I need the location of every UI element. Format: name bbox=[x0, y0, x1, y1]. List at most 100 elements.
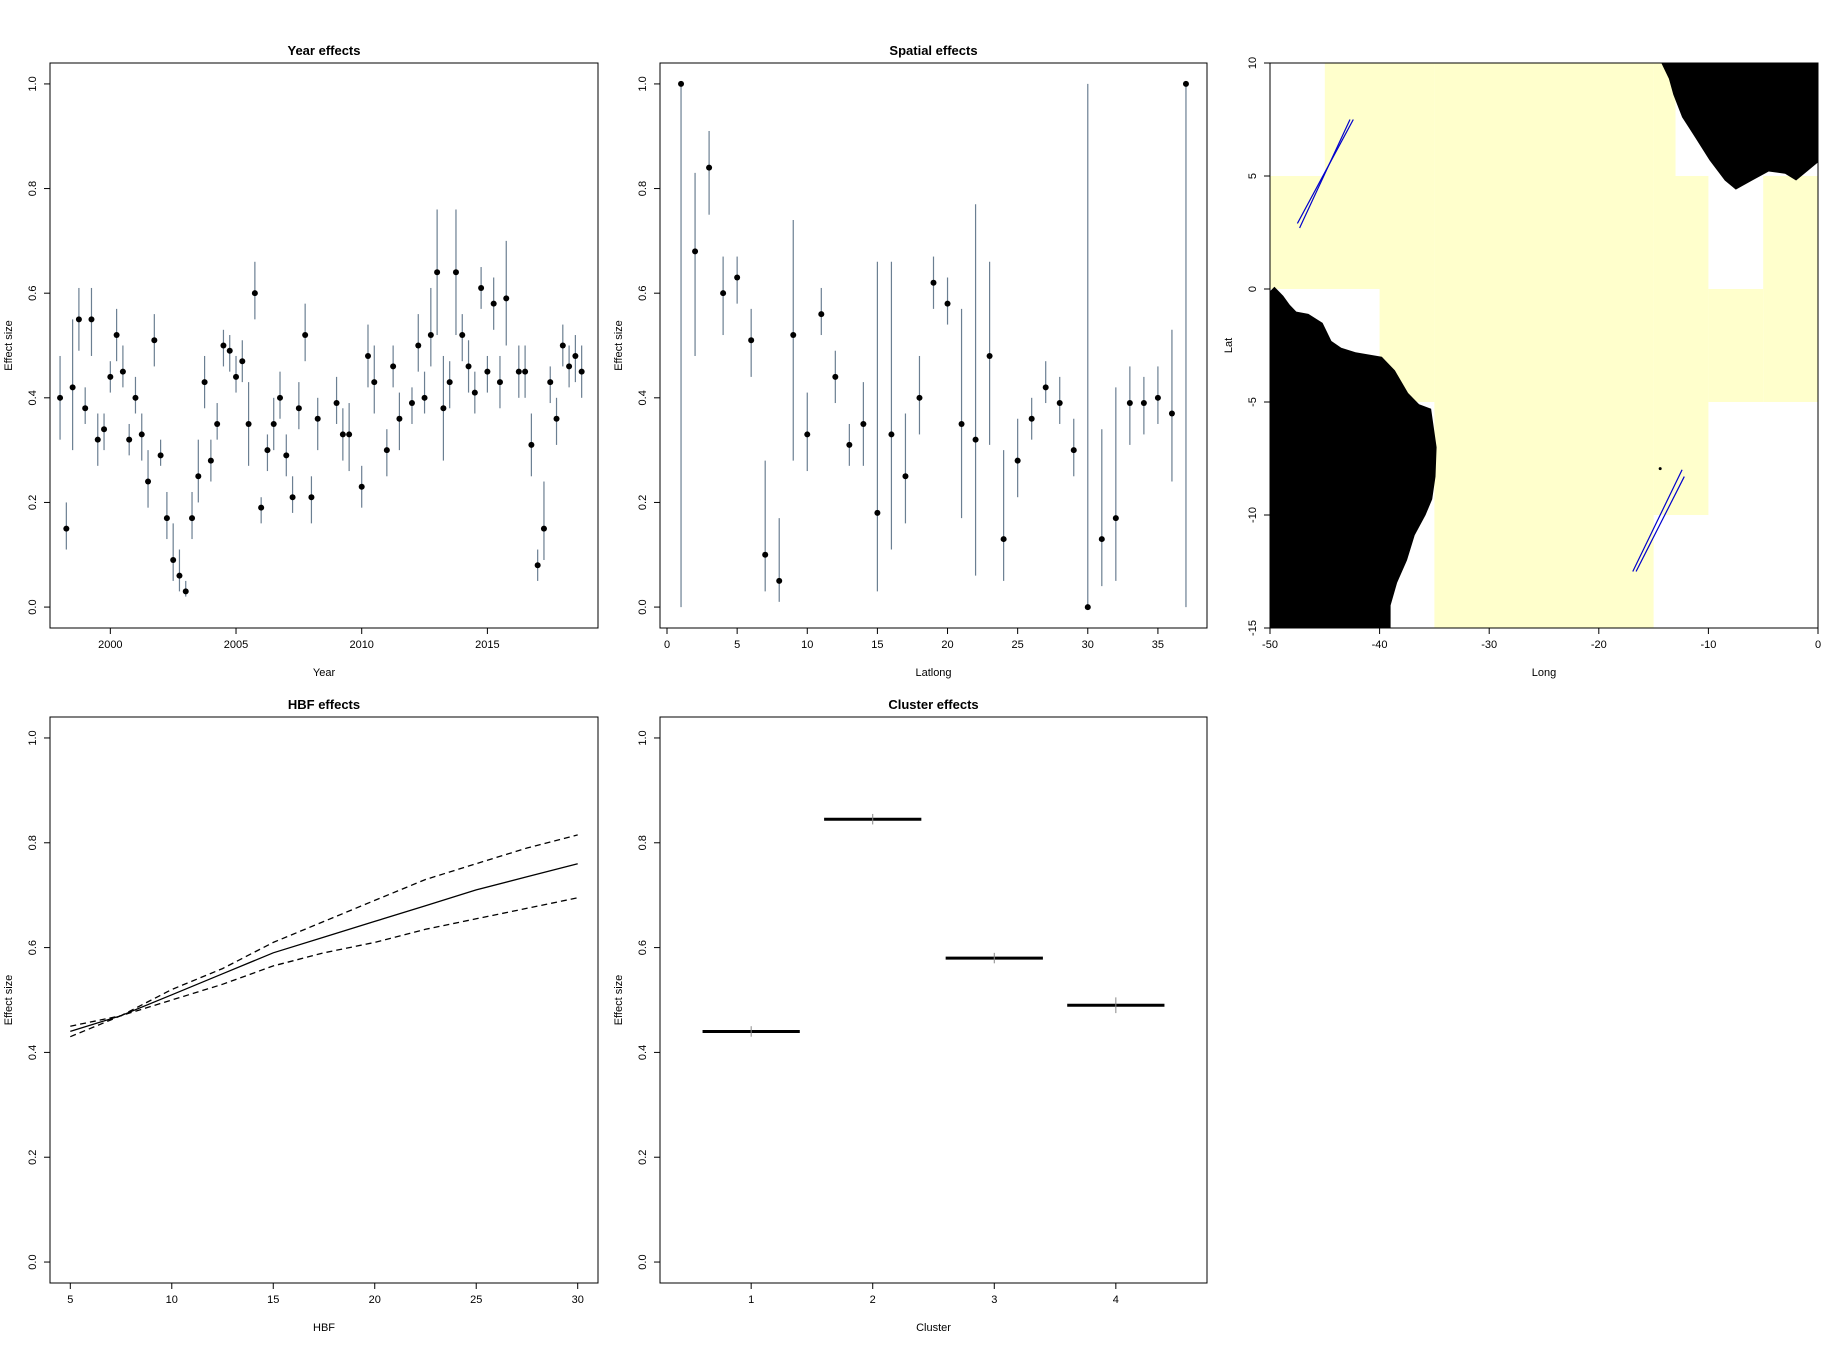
spatial-x-tick-label: 30 bbox=[1082, 639, 1094, 651]
year-point bbox=[82, 405, 89, 412]
hbf-x-tick-label: 15 bbox=[267, 1294, 279, 1306]
spatial-point bbox=[818, 311, 825, 318]
year-point bbox=[522, 368, 529, 375]
cluster-y-tick-label: 0.4 bbox=[637, 1045, 649, 1060]
map-plot-frame bbox=[1269, 62, 1819, 629]
map-effort-cell bbox=[1270, 176, 1435, 289]
spatial-y-tick-label: 0.8 bbox=[637, 181, 649, 196]
year-point bbox=[308, 494, 315, 501]
cluster-x-tick-label: 4 bbox=[1113, 1294, 1119, 1306]
year-point bbox=[302, 332, 309, 339]
spatial-point bbox=[1098, 536, 1105, 543]
year-x-label: Year bbox=[313, 667, 336, 679]
cluster-title: Cluster effects bbox=[888, 697, 978, 712]
spatial-point bbox=[888, 431, 895, 438]
hbf-y-tick-label: 0.2 bbox=[27, 1150, 39, 1165]
map-x-label: Long bbox=[1532, 667, 1556, 679]
spatial-point bbox=[972, 436, 979, 443]
year-point bbox=[490, 300, 497, 307]
spatial-y-tick-label: 0.4 bbox=[637, 390, 649, 405]
map-effort-cell bbox=[1434, 63, 1654, 628]
year-point bbox=[559, 342, 566, 349]
map-x-tick-label: -40 bbox=[1372, 639, 1388, 651]
cluster-plot-frame bbox=[659, 716, 1208, 1284]
hbf-y-tick-label: 1.0 bbox=[27, 730, 39, 745]
spatial-x-tick-label: 10 bbox=[801, 639, 813, 651]
year-point bbox=[459, 332, 466, 339]
year-point bbox=[383, 447, 390, 454]
year-point bbox=[553, 415, 560, 422]
year-point bbox=[151, 337, 158, 344]
map-x-tick-label: -10 bbox=[1700, 639, 1716, 651]
island bbox=[1658, 467, 1662, 471]
map-effort-cell bbox=[1763, 176, 1818, 402]
year-point bbox=[226, 347, 233, 354]
year-point bbox=[465, 363, 472, 370]
year-point bbox=[126, 436, 133, 443]
year-point bbox=[346, 431, 353, 438]
year-plot-frame bbox=[49, 62, 599, 629]
year-point bbox=[220, 342, 227, 349]
year-point bbox=[421, 394, 428, 401]
spatial-point bbox=[860, 420, 867, 427]
year-point bbox=[113, 332, 120, 339]
spatial-x-tick-label: 35 bbox=[1152, 639, 1164, 651]
year-panel: Year effects 2000 2005 2010 2015 0.0 0.2 0.4 0.6… bbox=[3, 43, 599, 679]
hbf-x-tick-label: 30 bbox=[572, 1294, 584, 1306]
spatial-point bbox=[902, 473, 909, 480]
year-y-tick-label: 1.0 bbox=[27, 76, 39, 91]
spatial-y-tick-label: 1.0 bbox=[637, 76, 649, 91]
year-point bbox=[195, 473, 202, 480]
cluster-y-tick-label: 0.2 bbox=[637, 1150, 649, 1165]
spatial-y-tick-label: 0.6 bbox=[637, 286, 649, 301]
year-point bbox=[251, 290, 258, 297]
year-point bbox=[478, 284, 485, 291]
spatial-panel: Spatial effects 0 5 10 15 20 25 30 35 0.0 0.2 0.4 0.… bbox=[613, 43, 1208, 679]
year-point bbox=[245, 420, 252, 427]
year-point bbox=[408, 400, 415, 407]
hbf-plot-frame bbox=[49, 716, 599, 1284]
map-x-tick-label: 0 bbox=[1815, 639, 1821, 651]
year-point bbox=[396, 415, 403, 422]
hbf-x-tick-label: 10 bbox=[166, 1294, 178, 1306]
spatial-point bbox=[748, 337, 755, 344]
spatial-point bbox=[706, 164, 713, 171]
year-point bbox=[503, 295, 510, 302]
year-point bbox=[88, 316, 95, 323]
year-y-tick-label: 0.0 bbox=[27, 599, 39, 614]
spatial-point bbox=[1014, 457, 1021, 464]
year-point bbox=[295, 405, 302, 412]
map-x-tick-label: -20 bbox=[1591, 639, 1607, 651]
spatial-x-label: Latlong bbox=[915, 667, 951, 679]
spatial-point bbox=[720, 290, 727, 297]
spatial-point bbox=[1084, 604, 1091, 611]
spatial-y-tick-label: 0.0 bbox=[637, 599, 649, 614]
year-point bbox=[434, 269, 441, 276]
year-point bbox=[163, 515, 170, 522]
spatial-point bbox=[1126, 400, 1133, 407]
spatial-point bbox=[776, 577, 783, 584]
map-y-tick-label: -5 bbox=[1247, 397, 1259, 407]
spatial-point bbox=[1182, 80, 1189, 87]
spatial-point bbox=[734, 274, 741, 281]
cluster-y-tick-label: 0.0 bbox=[637, 1254, 649, 1269]
hbf-x-label: HBF bbox=[313, 1322, 335, 1334]
spatial-x-tick-label: 5 bbox=[734, 639, 740, 651]
hbf-panel: HBF effects 5 10 15 20 25 30 0.0 0.2 0.4 0.6 0.8 1.0… bbox=[3, 697, 599, 1334]
year-point bbox=[270, 420, 277, 427]
spatial-point bbox=[1042, 384, 1049, 391]
year-x-tick-label: 2010 bbox=[349, 639, 373, 651]
map-effort-cell bbox=[1324, 63, 1435, 176]
hbf-ci-line bbox=[70, 897, 578, 1038]
cluster-panel: Cluster effects 1 2 3 4 0.0 0.2 0.4 0.6 0.8 1.0 Clu… bbox=[613, 697, 1208, 1334]
year-point bbox=[484, 368, 491, 375]
year-point bbox=[427, 332, 434, 339]
vessel-track bbox=[1632, 469, 1683, 572]
year-point bbox=[57, 394, 64, 401]
cluster-y-tick-label: 0.6 bbox=[637, 940, 649, 955]
year-point bbox=[201, 379, 208, 386]
spatial-point bbox=[1070, 447, 1077, 454]
spatial-y-tick-label: 0.2 bbox=[637, 495, 649, 510]
spatial-point bbox=[832, 373, 839, 380]
